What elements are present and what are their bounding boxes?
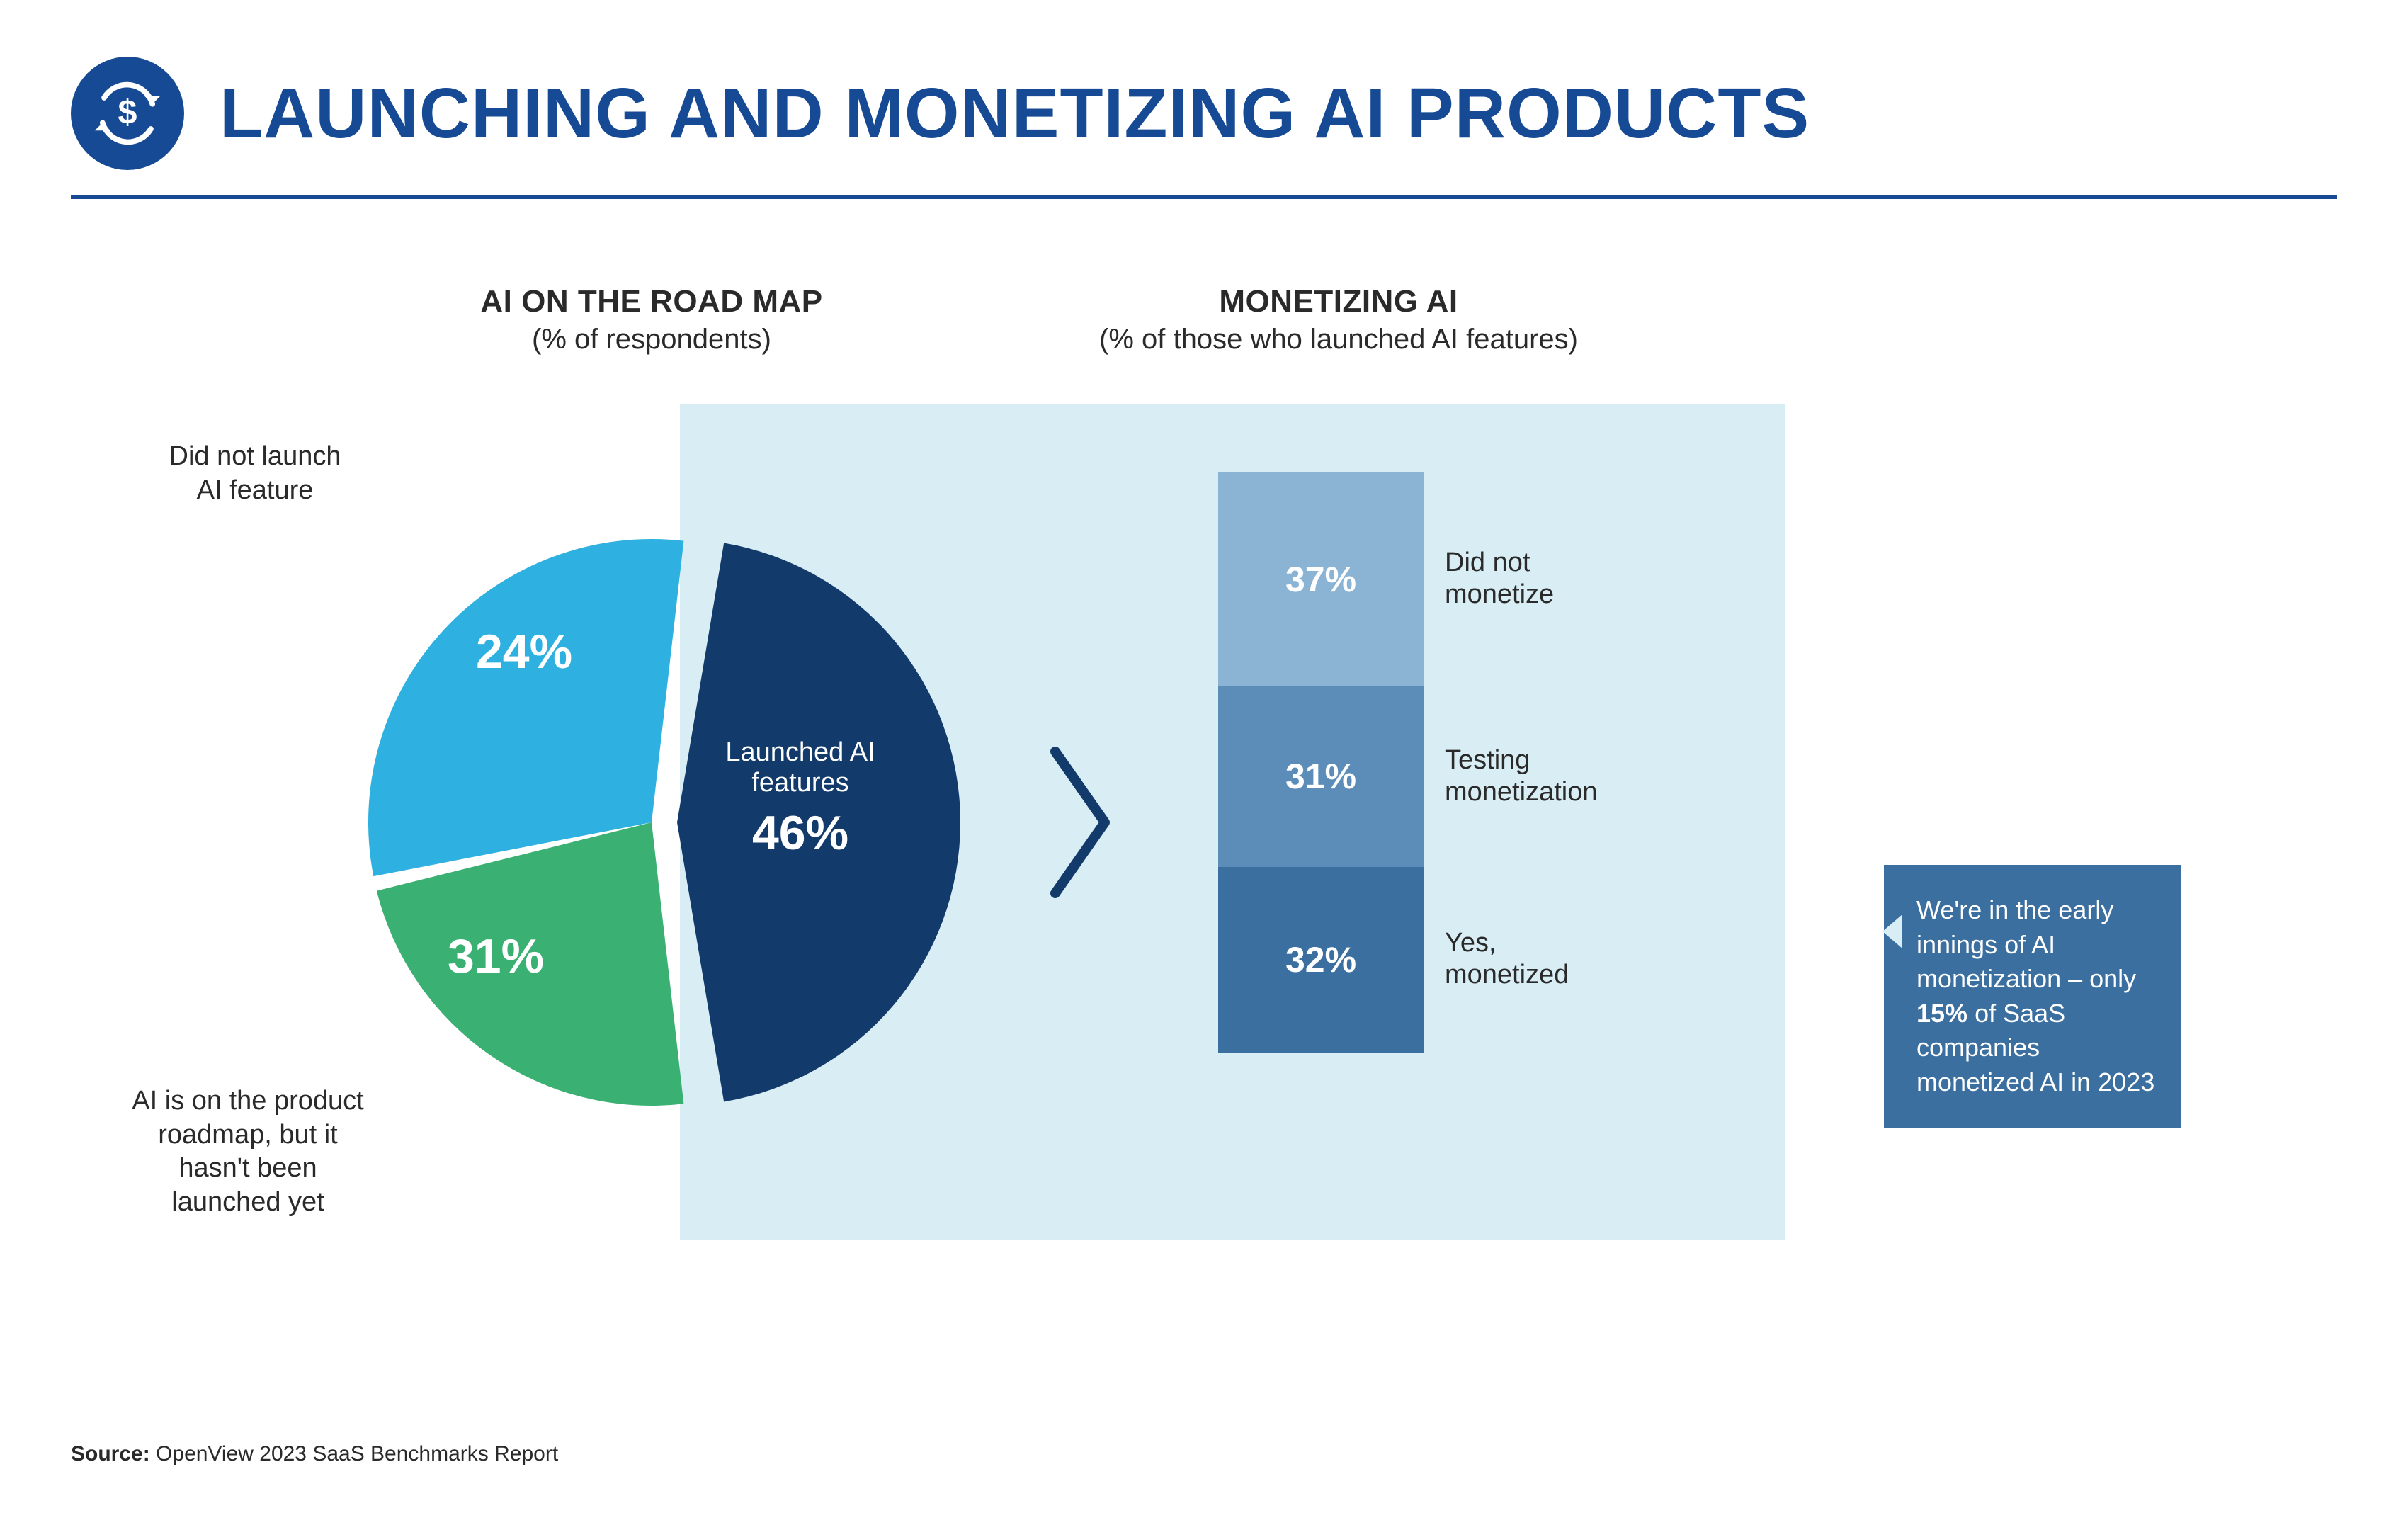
source-text: OpenView 2023 SaaS Benchmarks Report — [156, 1442, 558, 1466]
label-on-roadmap: AI is on the product roadmap, but it has… — [106, 1084, 390, 1219]
label-text: AI is on the product — [132, 1086, 363, 1116]
roadmap-title: AI ON THE ROAD MAP — [404, 284, 899, 319]
monetizing-title: MONETIZING AI — [1020, 284, 1657, 319]
stack-label-testing: Testingmonetization — [1445, 744, 1657, 809]
pct-did-not-launch: 24% — [453, 624, 595, 679]
svg-text:$: $ — [118, 93, 137, 131]
pct-value: 46% — [694, 805, 907, 861]
pct-value: 24% — [453, 624, 595, 679]
label-text: features — [694, 768, 907, 798]
stack-label-yes: Yes,monetized — [1445, 927, 1657, 992]
dollar-cycle-icon: $ — [71, 57, 184, 170]
callout-text: We're in the early innings of AI monetiz… — [1916, 895, 2154, 1096]
monetizing-heading: MONETIZING AI (% of those who launched A… — [1020, 284, 1657, 356]
monetizing-subtitle: (% of those who launched AI features) — [1020, 324, 1657, 356]
chart-area: AI ON THE ROAD MAP (% of respondents) MO… — [71, 284, 2337, 1276]
source-line: Source: OpenView 2023 SaaS Benchmarks Re… — [71, 1442, 558, 1466]
label-text: launched yet — [171, 1187, 324, 1217]
pct-value: 31% — [425, 929, 567, 984]
stack-label-no_monetize: Did notmonetize — [1445, 547, 1657, 611]
chevron-right-icon — [1041, 737, 1126, 911]
label-text: Launched AI — [694, 737, 907, 768]
page-title: LAUNCHING AND MONETIZING AI PRODUCTS — [220, 76, 1810, 151]
label-text: hasn't been — [178, 1153, 317, 1183]
callout-pointer-icon — [1882, 914, 1902, 948]
roadmap-subtitle: (% of respondents) — [404, 324, 899, 356]
pct-on-roadmap: 31% — [425, 929, 567, 984]
header: $ LAUNCHING AND MONETIZING AI PRODUCTS — [0, 0, 2408, 170]
source-label: Source: — [71, 1442, 150, 1466]
roadmap-heading: AI ON THE ROAD MAP (% of respondents) — [404, 284, 899, 356]
pie-slice-on_roadmap — [368, 539, 683, 876]
stack-seg-no_monetize: 37% — [1218, 472, 1424, 686]
stack-seg-yes: 32% — [1218, 867, 1424, 1053]
label-text: AI feature — [197, 475, 314, 505]
monetizing-stacked-bar: 37%Did notmonetize31%Testingmonetization… — [1218, 472, 1424, 1053]
stack-seg-testing: 31% — [1218, 686, 1424, 866]
label-text: Did not launch — [169, 441, 341, 471]
label-text: roadmap, but it — [158, 1120, 337, 1150]
callout-box: We're in the early innings of AI monetiz… — [1884, 865, 2181, 1128]
title-divider — [71, 195, 2337, 199]
label-did-not-launch: Did not launch AI feature — [135, 440, 375, 507]
launched-label: Launched AI features 46% — [694, 737, 907, 861]
